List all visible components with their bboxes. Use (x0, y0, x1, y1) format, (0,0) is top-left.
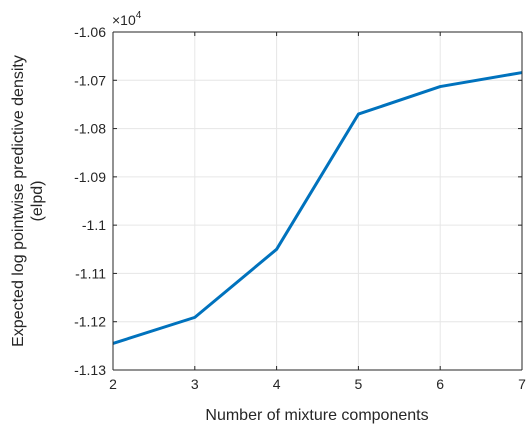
plot-area (113, 32, 522, 370)
y-ticks: -1.13 -1.12 -1.11 -1.1 -1.09 -1.08 -1.07 -1.06 (74, 24, 522, 378)
x-tick-label: 7 (518, 376, 526, 392)
y-exponent-label: ×104 (112, 10, 142, 28)
x-tick-label: 5 (355, 376, 363, 392)
axes (112, 31, 523, 371)
y-tick-label: -1.08 (74, 121, 106, 137)
x-tick-label: 6 (436, 376, 444, 392)
x-tick-label: 4 (273, 376, 281, 392)
y-axis-label-line-2: (elpd) (29, 181, 46, 222)
y-tick-label: -1.07 (74, 72, 106, 88)
x-ticks: 2 3 4 5 6 7 (109, 32, 526, 392)
x-tick-label: 2 (109, 376, 117, 392)
y-tick-label: -1.1 (82, 217, 106, 233)
y-axis-label-line-1: Expected log pointwise predictive densit… (10, 55, 27, 347)
y-tick-label: -1.12 (74, 314, 106, 330)
series-layer (112, 71, 523, 345)
y-tick-label: -1.09 (74, 169, 106, 185)
x-axis-label: Number of mixture components (205, 407, 428, 424)
x-tick-label: 3 (191, 376, 199, 392)
y-exponent-power: 4 (136, 10, 142, 21)
series-line (112, 71, 523, 345)
y-tick-label: -1.11 (75, 265, 106, 281)
y-tick-label: -1.13 (74, 362, 106, 378)
y-axis-label: Expected log pointwise predictive densit… (10, 55, 46, 347)
y-exponent-base: ×10 (112, 12, 136, 28)
y-tick-label: -1.06 (74, 24, 106, 40)
